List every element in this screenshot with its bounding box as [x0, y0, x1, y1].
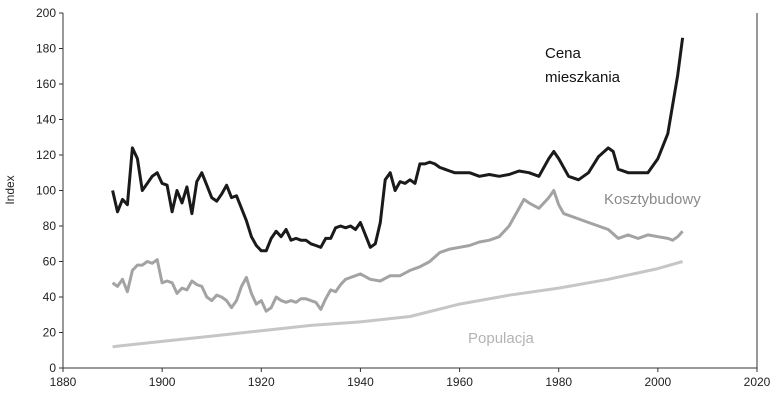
series-line — [112, 260, 684, 349]
y-tick-label: 180 — [36, 42, 56, 56]
series-label: Populacja — [468, 330, 534, 347]
x-tick-label: 1940 — [347, 375, 374, 389]
x-tick-label: 1920 — [248, 375, 275, 389]
y-tick-label: 160 — [36, 77, 56, 91]
y-tick-label: 100 — [36, 184, 56, 198]
y-tick-label: 0 — [49, 361, 56, 375]
y-tick-label: 20 — [43, 326, 57, 340]
x-tick-label: 2020 — [744, 375, 771, 389]
x-tick-label: 1880 — [50, 375, 77, 389]
series-line — [111, 189, 684, 313]
x-tick-label: 1900 — [149, 375, 176, 389]
y-tick-label: 120 — [36, 148, 56, 162]
x-tick-label: 1980 — [545, 375, 572, 389]
x-tick-label: 2000 — [645, 375, 672, 389]
y-tick-label: 60 — [43, 255, 57, 269]
series-label: Kosztybudowy — [604, 191, 701, 208]
series-line — [111, 37, 685, 253]
x-tick-label: 1960 — [446, 375, 473, 389]
y-tick-label: 80 — [43, 219, 57, 233]
series-label: Cena mieszkania — [545, 45, 621, 86]
y-tick-label: 200 — [36, 6, 56, 20]
y-tick-label: 40 — [43, 290, 57, 304]
y-tick-label: 140 — [36, 113, 56, 127]
y-axis-label: Index — [3, 175, 17, 204]
